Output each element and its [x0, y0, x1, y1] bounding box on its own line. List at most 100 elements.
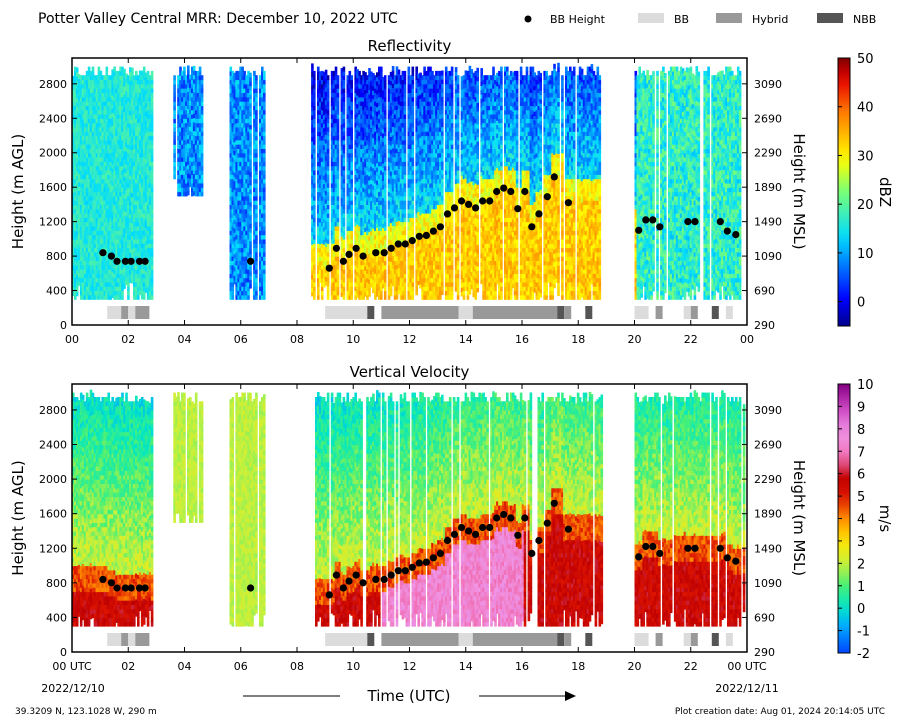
heatmap-cell: [101, 208, 105, 214]
heatmap-cell: [121, 294, 124, 300]
heatmap-cell: [259, 178, 262, 184]
heatmap-cell: [103, 200, 107, 205]
heatmap-cell: [142, 226, 146, 231]
heatmap-cell: [263, 290, 266, 296]
heatmap-cell: [326, 109, 330, 115]
heatmap-cell: [77, 246, 81, 252]
heatmap-cell: [77, 74, 81, 80]
heatmap-cell: [74, 66, 77, 72]
heatmap-cell: [95, 165, 99, 171]
heatmap-cell: [200, 88, 204, 93]
heatmap-cell: [109, 79, 112, 85]
heatmap-cell: [99, 208, 103, 214]
heatmap-cell: [113, 273, 116, 279]
heatmap-cell: [103, 88, 107, 93]
heatmap-cell: [255, 217, 258, 223]
heatmap-cell: [85, 126, 89, 132]
heatmap-cell: [103, 83, 107, 89]
heatmap-cell: [245, 247, 248, 253]
heatmap-cell: [189, 122, 192, 127]
heatmap-cell: [97, 230, 101, 236]
heatmap-cell: [105, 277, 109, 283]
heatmap-cell: [133, 101, 136, 106]
heatmap-cell: [105, 264, 109, 270]
heatmap-cell: [189, 96, 192, 102]
heatmap-cell: [74, 135, 77, 141]
heatmap-cell: [189, 169, 192, 175]
heatmap-cell: [247, 213, 250, 218]
heatmap-cell: [261, 135, 264, 141]
heatmap-cell: [239, 101, 242, 106]
heatmap-cell: [255, 109, 258, 115]
heatmap-cell: [138, 113, 142, 119]
heatmap-cell: [75, 205, 79, 211]
heatmap-cell: [235, 139, 238, 145]
heatmap-cell: [127, 157, 130, 162]
heatmap-cell: [229, 221, 233, 227]
heatmap-cell: [103, 294, 107, 300]
heatmap-cell: [229, 152, 233, 158]
heatmap-cell: [113, 264, 116, 270]
heatmap-cell: [146, 195, 150, 201]
heatmap-cell: [229, 200, 233, 205]
heatmap-cell: [336, 92, 340, 98]
heatmap-cell: [117, 161, 120, 167]
heatmap-cell: [350, 139, 353, 145]
heatmap-cell: [235, 213, 238, 218]
heatmap-cell: [105, 96, 109, 102]
heatmap-cell: [119, 152, 122, 158]
heatmap-cell: [255, 243, 258, 249]
heatmap-cell: [85, 139, 89, 145]
heatmap-cell: [99, 273, 103, 278]
heatmap-cell: [245, 187, 248, 193]
heatmap-cell: [243, 135, 246, 141]
heatmap-cell: [121, 122, 124, 128]
heatmap-cell: [129, 127, 132, 133]
heatmap-cell: [99, 290, 103, 296]
heatmap-cell: [135, 221, 138, 227]
heatmap-cell: [97, 144, 101, 149]
heatmap-cell: [146, 165, 150, 171]
heatmap-cell: [313, 191, 316, 197]
heatmap-cell: [233, 137, 236, 143]
heatmap-cell: [261, 256, 264, 261]
heatmap-cell: [192, 117, 196, 123]
heatmap-cell: [148, 200, 152, 205]
heatmap-cell: [125, 275, 128, 281]
heatmap-cell: [105, 70, 109, 76]
heatmap-cell: [350, 109, 353, 115]
heatmap-cell: [177, 135, 180, 141]
heatmap-cell: [313, 277, 316, 283]
heatmap-cell: [115, 269, 118, 274]
heatmap-cell: [83, 101, 87, 106]
heatmap-cell: [350, 92, 353, 98]
heatmap-cell: [233, 258, 236, 263]
heatmap-cell: [127, 277, 130, 283]
heatmap-cell: [119, 273, 122, 279]
heatmap-cell: [95, 139, 99, 145]
heatmap-cell: [89, 286, 93, 292]
heatmap-cell: [196, 161, 200, 167]
heatmap-cell: [249, 201, 252, 207]
heatmap-cell: [91, 273, 95, 279]
heatmap-cell: [148, 109, 152, 115]
heatmap-cell: [311, 278, 314, 284]
heatmap-cell: [101, 204, 105, 210]
heatmap-cell: [103, 170, 107, 175]
heatmap-cell: [229, 70, 233, 76]
heatmap-cell: [148, 92, 152, 98]
heatmap-cell: [133, 170, 136, 175]
heatmap-cell: [105, 238, 109, 244]
heatmap-cell: [235, 269, 238, 274]
heatmap-cell: [187, 99, 190, 105]
heatmap-cell: [79, 96, 83, 102]
heatmap-cell: [150, 200, 154, 205]
heatmap-cell: [150, 208, 154, 214]
heatmap-cell: [99, 221, 103, 227]
heatmap-cell: [117, 234, 120, 240]
heatmap-cell: [131, 93, 134, 99]
heatmap-cell: [89, 109, 93, 115]
heatmap-cell: [125, 103, 128, 109]
heatmap-cell: [261, 195, 264, 201]
heatmap-cell: [119, 256, 122, 261]
